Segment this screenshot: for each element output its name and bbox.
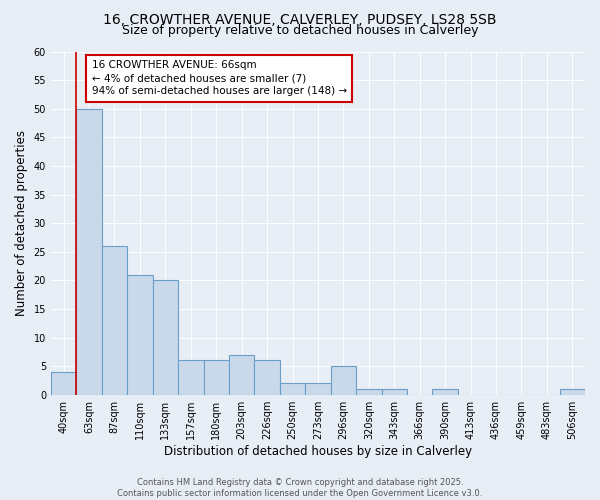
Bar — [433, 389, 458, 394]
Bar — [356, 389, 382, 394]
Text: Size of property relative to detached houses in Calverley: Size of property relative to detached ho… — [122, 24, 478, 37]
X-axis label: Distribution of detached houses by size in Calverley: Distribution of detached houses by size … — [164, 444, 472, 458]
Bar — [280, 384, 305, 394]
Bar — [331, 366, 356, 394]
Bar — [305, 384, 331, 394]
Bar — [382, 389, 407, 394]
Bar — [203, 360, 229, 394]
Bar — [560, 389, 585, 394]
Y-axis label: Number of detached properties: Number of detached properties — [15, 130, 28, 316]
Text: 16, CROWTHER AVENUE, CALVERLEY, PUDSEY, LS28 5SB: 16, CROWTHER AVENUE, CALVERLEY, PUDSEY, … — [103, 12, 497, 26]
Bar — [127, 274, 152, 394]
Bar — [102, 246, 127, 394]
Bar — [254, 360, 280, 394]
Text: 16 CROWTHER AVENUE: 66sqm
← 4% of detached houses are smaller (7)
94% of semi-de: 16 CROWTHER AVENUE: 66sqm ← 4% of detach… — [92, 60, 347, 96]
Bar — [152, 280, 178, 394]
Bar — [51, 372, 76, 394]
Bar — [76, 108, 102, 395]
Bar — [178, 360, 203, 394]
Bar — [229, 354, 254, 395]
Text: Contains HM Land Registry data © Crown copyright and database right 2025.
Contai: Contains HM Land Registry data © Crown c… — [118, 478, 482, 498]
